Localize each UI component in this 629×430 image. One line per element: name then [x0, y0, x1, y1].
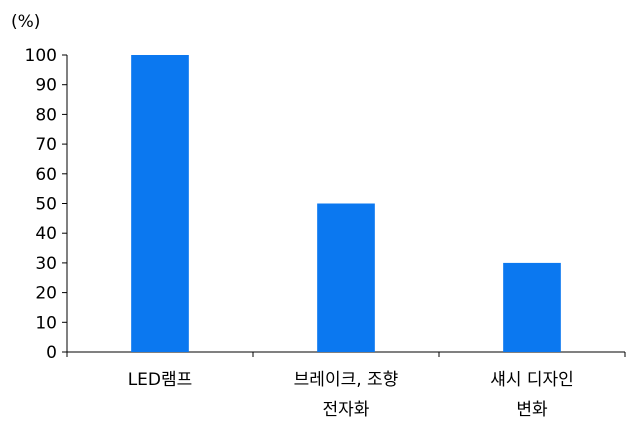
- x-category-label: 전자화: [323, 400, 370, 420]
- y-tick-label: 100: [25, 46, 57, 66]
- y-tick-label: 90: [35, 76, 57, 96]
- y-tick-label: 80: [35, 105, 57, 125]
- y-tick-label: 10: [35, 313, 57, 333]
- bars: [131, 55, 561, 352]
- y-axis: 0 10 20 30 40 50 60 70 80 90 100: [25, 46, 68, 363]
- x-category-label: LED램프: [128, 370, 193, 390]
- y-tick-label: 0: [46, 343, 57, 363]
- y-unit-label: (%): [11, 12, 40, 32]
- bar: [503, 262, 561, 352]
- y-tick-label: 70: [35, 135, 57, 155]
- y-tick-label: 50: [35, 195, 57, 215]
- bar: [131, 55, 189, 352]
- bar: [317, 203, 375, 352]
- y-tick-label: 20: [35, 284, 57, 304]
- y-tick-label: 60: [35, 165, 57, 185]
- y-tick-label: 30: [35, 254, 57, 274]
- x-category-label: 브레이크, 조향: [294, 370, 399, 390]
- y-tick-label: 40: [35, 224, 57, 244]
- x-category-label: 변화: [516, 400, 548, 420]
- x-category-label: 섀시 디자인: [490, 370, 574, 390]
